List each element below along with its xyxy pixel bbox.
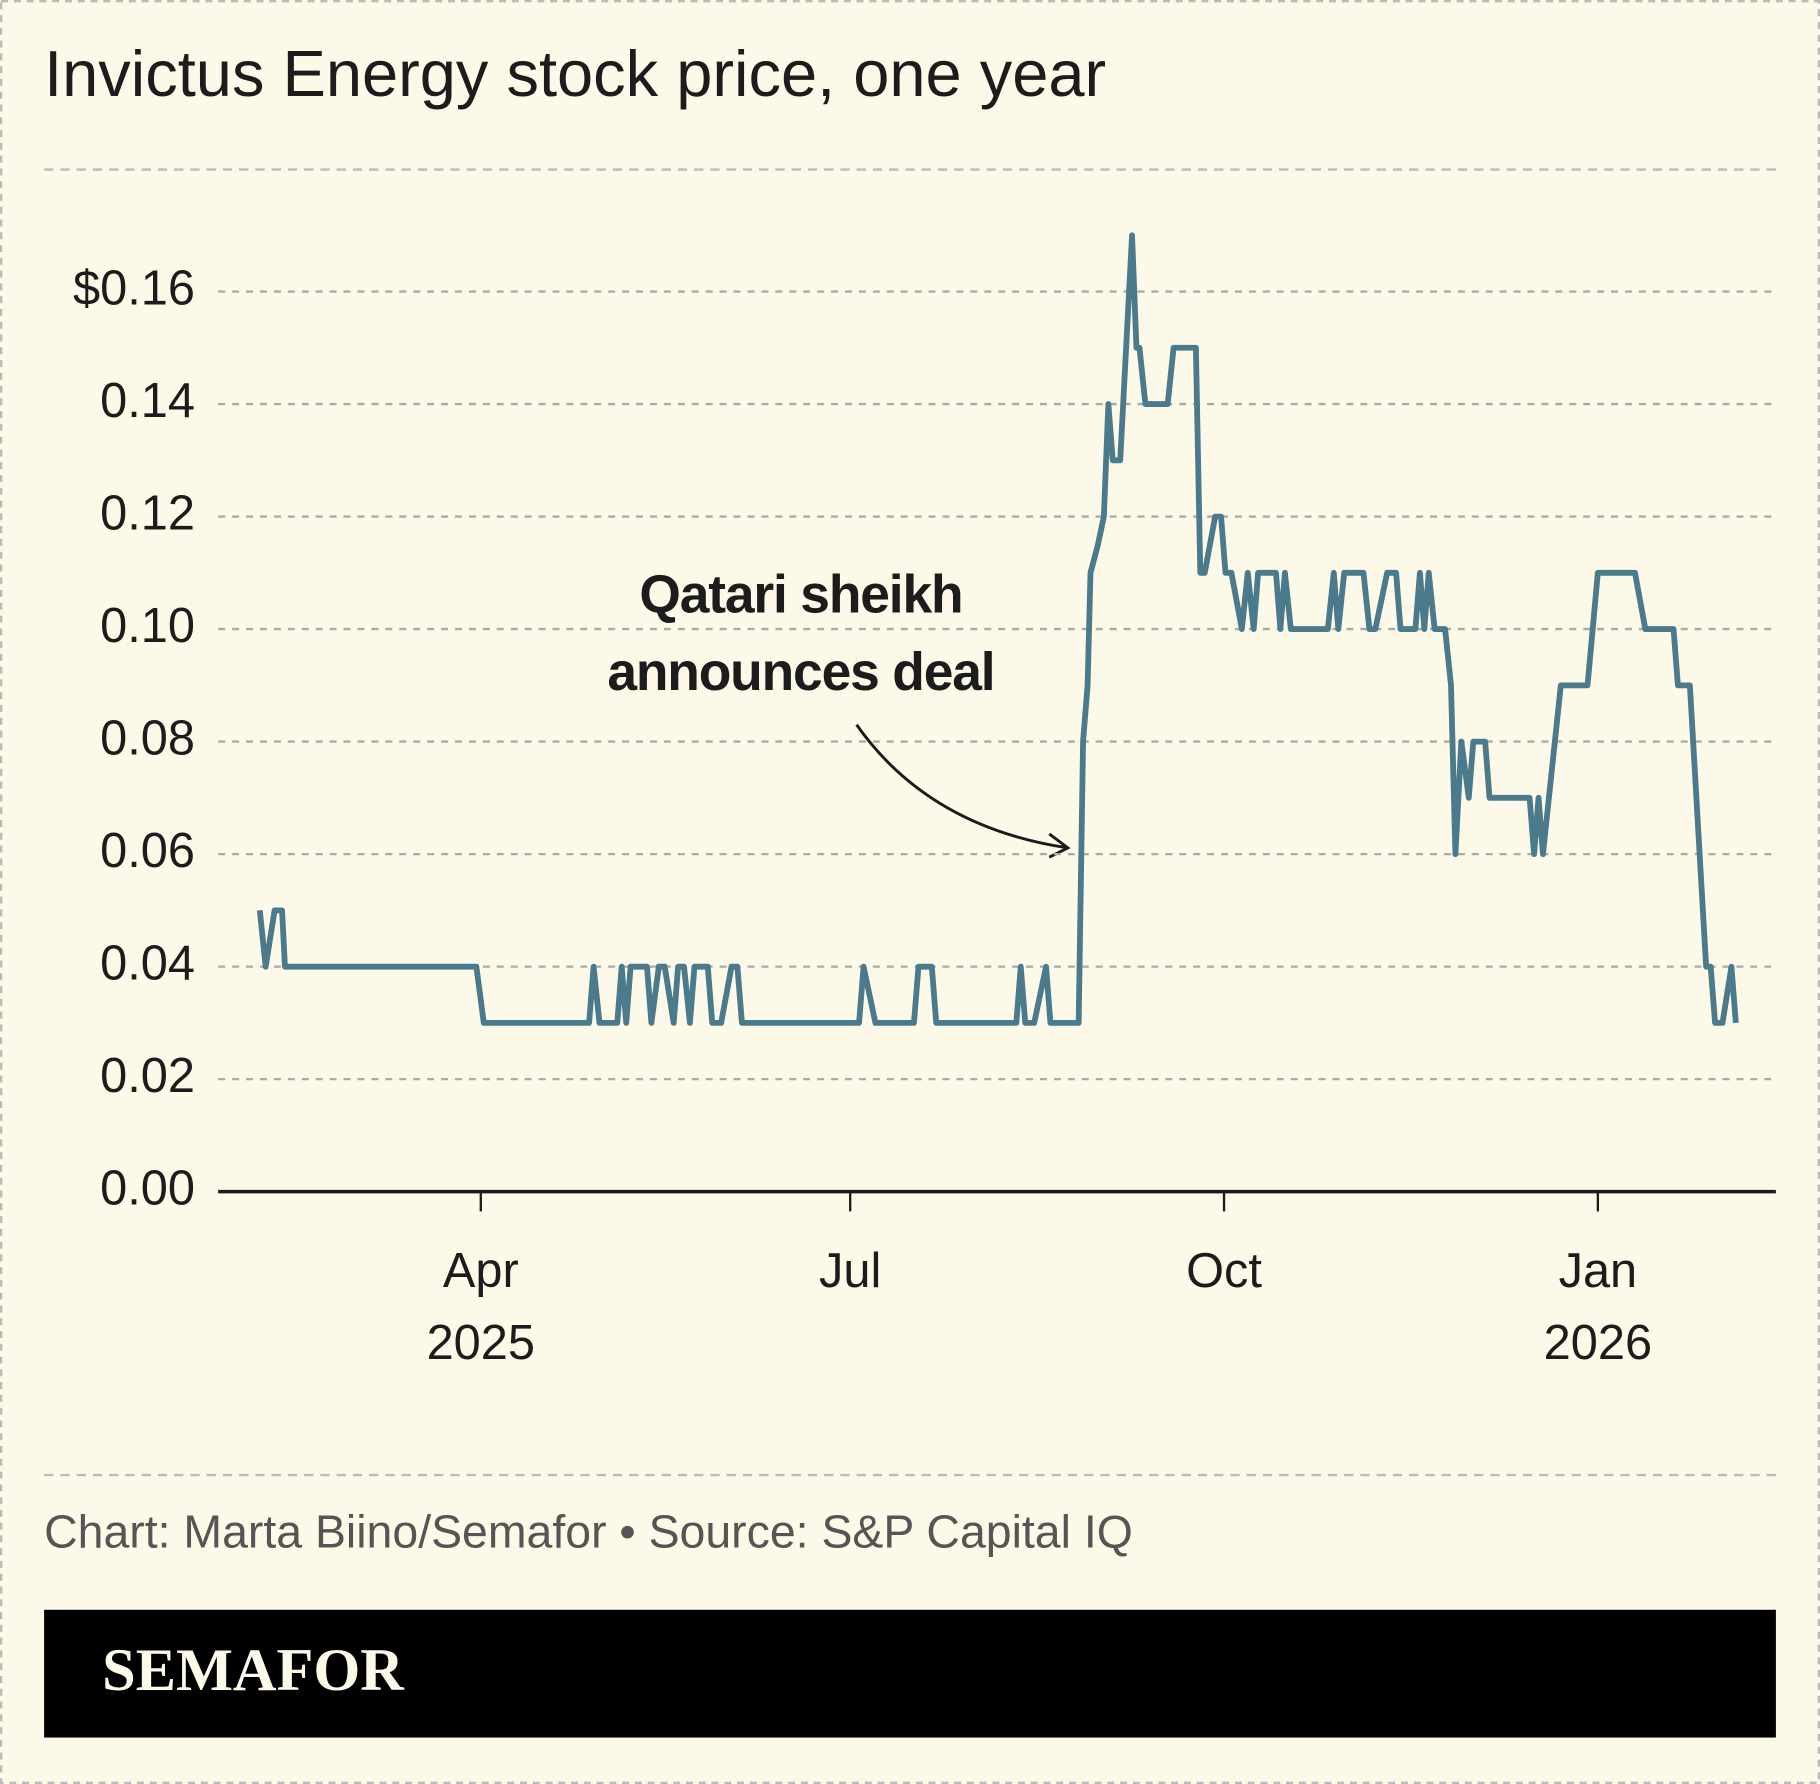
y-tick-label: $0.16	[73, 261, 195, 315]
tick-label-line: 2026	[1544, 1316, 1652, 1370]
tick-label-line: Apr	[443, 1244, 519, 1298]
y-tick-label: 0.00	[100, 1162, 195, 1216]
plot: 0.00 0.02 0.04 0.06 0.08 0.10 0.12 0.14 $0.16 Apr…	[73, 232, 1776, 1370]
credit: Chart: Marta Biino/Semafor • Source: S&P…	[44, 1506, 1133, 1558]
tick-label-line: Oct	[1186, 1244, 1262, 1298]
tick-label-line: 2025	[427, 1316, 535, 1370]
y-tick-label: 0.12	[100, 486, 195, 540]
brand-bar	[44, 1609, 1776, 1738]
x-tick-label: Jul	[819, 1244, 881, 1298]
tick-label-line: Jul	[819, 1244, 881, 1298]
tick-label-line: Jan	[1559, 1244, 1638, 1298]
x-tick-label: Jan 2026	[1544, 1244, 1652, 1370]
x-tick-label: Apr 2025	[427, 1244, 535, 1370]
y-tick-label: 0.02	[100, 1049, 195, 1103]
price-line	[256, 232, 1739, 1026]
annotation-arrow	[855, 723, 1069, 850]
y-tick-label: 0.08	[100, 711, 195, 765]
annotation: Qatari sheikh	[639, 565, 962, 624]
y-tick-label: 0.04	[100, 936, 195, 990]
y-tick-label: 0.10	[100, 599, 195, 653]
y-tick-label: 0.06	[100, 824, 195, 878]
annotation: announces deal	[607, 643, 994, 702]
chart-title: Invictus Energy stock price, one year	[44, 37, 1106, 110]
brand-logo: SEMAFOR	[102, 1637, 405, 1704]
x-tick-label: Oct	[1186, 1244, 1262, 1298]
y-tick-label: 0.14	[100, 374, 195, 428]
